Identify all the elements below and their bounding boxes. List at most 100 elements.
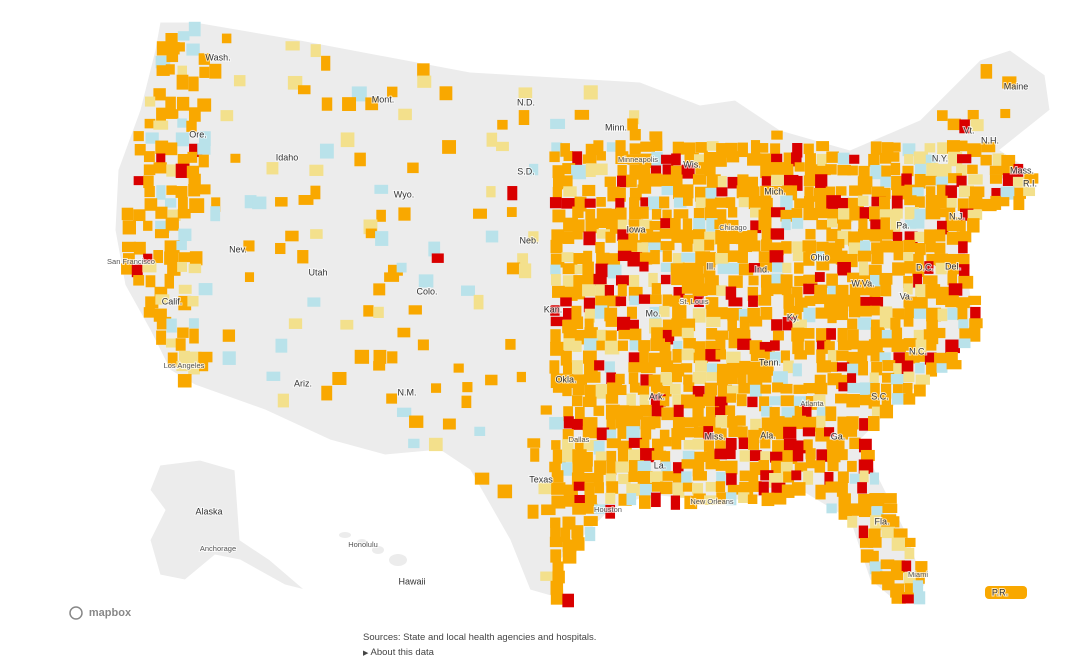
county-fill xyxy=(629,110,640,125)
county-fill xyxy=(989,174,1002,184)
county-fill xyxy=(837,471,849,483)
county-fill xyxy=(550,305,560,316)
county-fill xyxy=(816,340,826,350)
county-fill xyxy=(673,209,689,219)
county-fill xyxy=(858,493,871,509)
county-fill xyxy=(717,242,730,257)
county-fill xyxy=(805,228,816,240)
county-fill xyxy=(747,494,758,505)
county-fill xyxy=(846,503,860,516)
county-fill xyxy=(915,374,930,385)
county-fill xyxy=(672,394,684,409)
county-fill xyxy=(605,473,617,486)
county-fill xyxy=(857,228,871,240)
county-fill xyxy=(703,152,717,163)
county-fill xyxy=(838,208,853,222)
county-fill xyxy=(824,341,835,354)
state-label: Mass. xyxy=(1010,165,1034,175)
sources: Sources: State and local health agencies… xyxy=(363,632,597,643)
county-fill xyxy=(562,308,573,320)
county-fill xyxy=(714,307,728,320)
county-fill xyxy=(428,437,443,452)
county-fill xyxy=(835,250,848,265)
county-fill xyxy=(593,273,607,286)
county-fill xyxy=(738,239,753,253)
county-fill xyxy=(648,173,662,187)
county-fill xyxy=(882,580,895,591)
county-fill xyxy=(373,349,387,364)
county-fill xyxy=(319,143,334,159)
county-fill xyxy=(550,274,561,286)
county-fill xyxy=(771,262,785,273)
county-fill xyxy=(618,473,631,485)
county-fill xyxy=(309,164,324,176)
county-fill xyxy=(431,383,442,393)
county-fill xyxy=(749,316,763,327)
county-fill xyxy=(870,515,884,531)
county-fill xyxy=(615,296,627,307)
county-fill xyxy=(835,186,847,196)
county-fill xyxy=(166,185,177,195)
county-fill xyxy=(673,184,684,200)
county-fill xyxy=(968,196,983,210)
county-fill xyxy=(571,360,583,375)
county-fill xyxy=(780,383,793,394)
county-fill xyxy=(165,338,177,348)
county-fill xyxy=(956,164,967,180)
state-label: Ga. xyxy=(831,431,846,441)
county-fill xyxy=(681,164,695,179)
county-fill xyxy=(803,307,816,323)
county-fill xyxy=(572,462,585,477)
county-fill xyxy=(956,220,966,232)
county-fill xyxy=(870,219,883,233)
about-link[interactable]: ▶ About this data xyxy=(363,647,434,658)
county-fill xyxy=(628,437,643,448)
county-fill xyxy=(760,185,772,199)
county-fill xyxy=(771,319,783,331)
county-fill xyxy=(628,471,641,482)
county-fill xyxy=(648,242,663,252)
county-fill xyxy=(869,561,883,575)
county-fill xyxy=(682,262,697,275)
county-fill xyxy=(694,296,704,308)
county-fill xyxy=(431,253,444,263)
county-fill xyxy=(332,371,347,386)
state-label: Wis. xyxy=(683,159,701,169)
county-fill xyxy=(627,154,643,165)
county-fill xyxy=(935,295,949,305)
hawaii-island xyxy=(389,554,407,566)
county-fill xyxy=(188,21,201,37)
county-fill xyxy=(879,317,895,329)
county-fill xyxy=(880,240,892,253)
county-fill xyxy=(769,351,781,365)
county-fill xyxy=(1002,164,1013,179)
county-fill xyxy=(714,154,727,167)
county-fill xyxy=(275,242,286,255)
state-label: Minn. xyxy=(605,122,627,132)
county-fill xyxy=(572,340,582,352)
county-fill xyxy=(836,362,850,372)
county-fill xyxy=(804,186,814,198)
county-fill xyxy=(912,218,925,229)
county-fill xyxy=(650,250,660,265)
county-fill xyxy=(934,327,946,339)
county-fill xyxy=(583,85,598,100)
county-fill xyxy=(826,328,836,340)
county-fill xyxy=(706,450,716,462)
county-fill xyxy=(145,275,156,288)
county-fill xyxy=(572,206,584,219)
mapbox-logo[interactable]: mapbox xyxy=(69,606,132,620)
county-fill xyxy=(706,218,718,232)
county-fill xyxy=(585,209,596,220)
county-fill xyxy=(156,41,172,56)
county-fill xyxy=(417,75,432,88)
county-fill xyxy=(881,187,891,199)
county-fill xyxy=(926,307,942,322)
county-fill xyxy=(958,319,969,329)
county-fill xyxy=(857,317,872,330)
county-fill xyxy=(904,547,915,560)
county-fill xyxy=(496,141,509,152)
county-fill xyxy=(628,219,644,231)
state-label: Ky. xyxy=(787,312,799,322)
county-fill xyxy=(783,294,795,309)
